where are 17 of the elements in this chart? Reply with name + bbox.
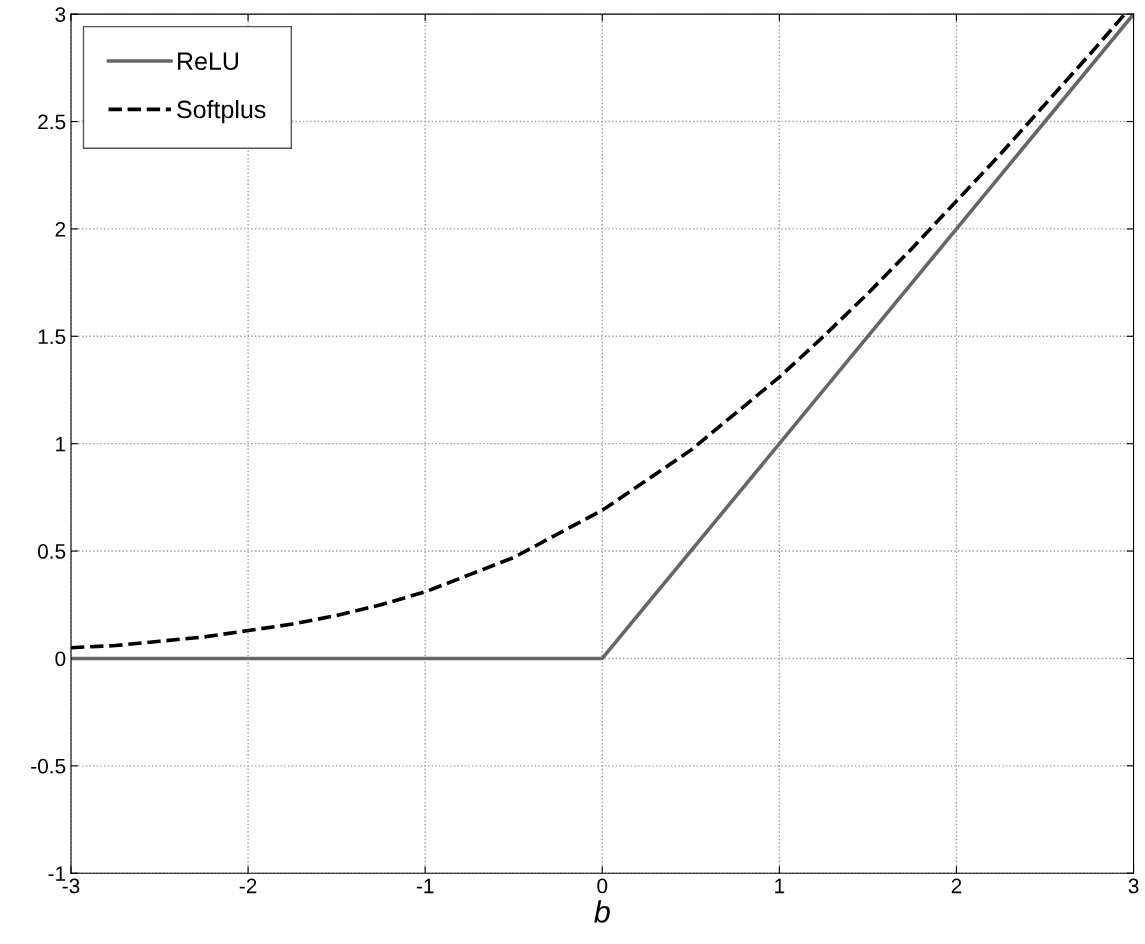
y-tick-label: 2 xyxy=(55,221,66,237)
y-tick-label: 1 xyxy=(56,436,66,452)
x-tick-label: 3 xyxy=(1128,878,1139,894)
y-tick-label: 0.5 xyxy=(37,544,66,559)
y-tick-label: 3 xyxy=(55,7,66,22)
x-tick-label: 1 xyxy=(775,878,785,894)
x-tick-label: -1 xyxy=(416,878,434,894)
legend-label: ReLU xyxy=(178,52,238,71)
x-tick-label: 2 xyxy=(951,878,962,894)
y-tick-label: -0.5 xyxy=(31,758,66,774)
legend-label: Softplus xyxy=(177,99,266,124)
x-tick-label: -2 xyxy=(239,878,257,894)
y-tick-label: 0 xyxy=(55,651,66,667)
y-tick-label: 2.5 xyxy=(38,114,66,130)
x-axis-title: b xyxy=(594,900,610,923)
y-tick-label: 1.5 xyxy=(38,329,66,345)
x-tick-label: 0 xyxy=(597,878,608,894)
